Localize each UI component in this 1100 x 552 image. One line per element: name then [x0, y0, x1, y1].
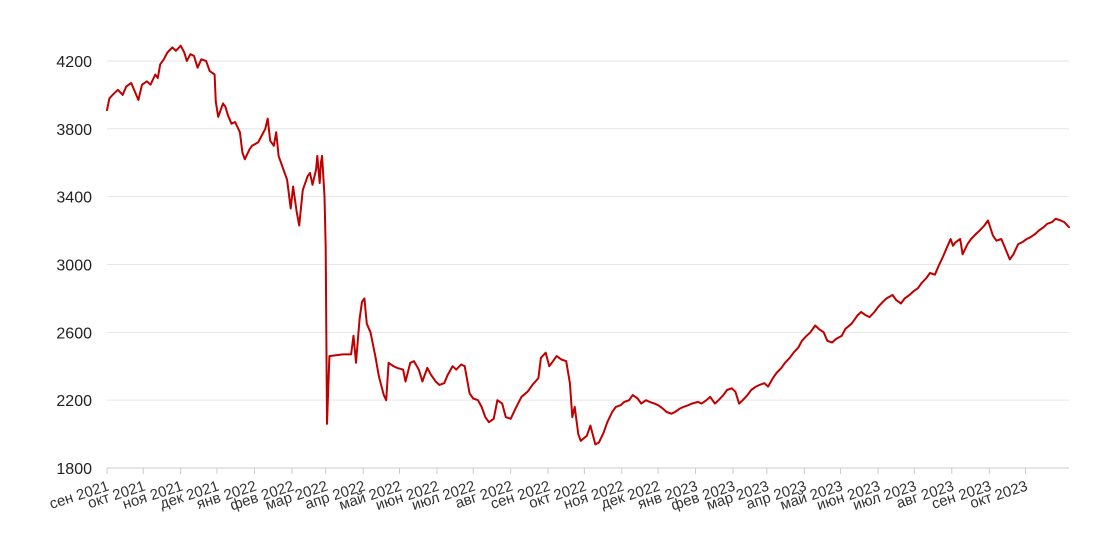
y-axis-tick-labels: 1800 2200 2600 3000 3400 3800 4200: [56, 54, 92, 478]
y-tick-label-2600: 2600: [56, 325, 92, 342]
series-line-0: [106, 44, 1070, 446]
y-tick-label-3800: 3800: [56, 122, 92, 139]
x-axis: [106, 467, 1069, 474]
y-tick-label-3000: 3000: [56, 257, 92, 274]
y-tick-label-1800: 1800: [56, 461, 92, 478]
y-tick-label-3400: 3400: [56, 190, 92, 207]
y-tick-label-4200: 4200: [56, 54, 92, 71]
series-layer: [106, 44, 1070, 446]
grid-lines: [107, 60, 1069, 401]
y-tick-label-2200: 2200: [56, 393, 92, 410]
